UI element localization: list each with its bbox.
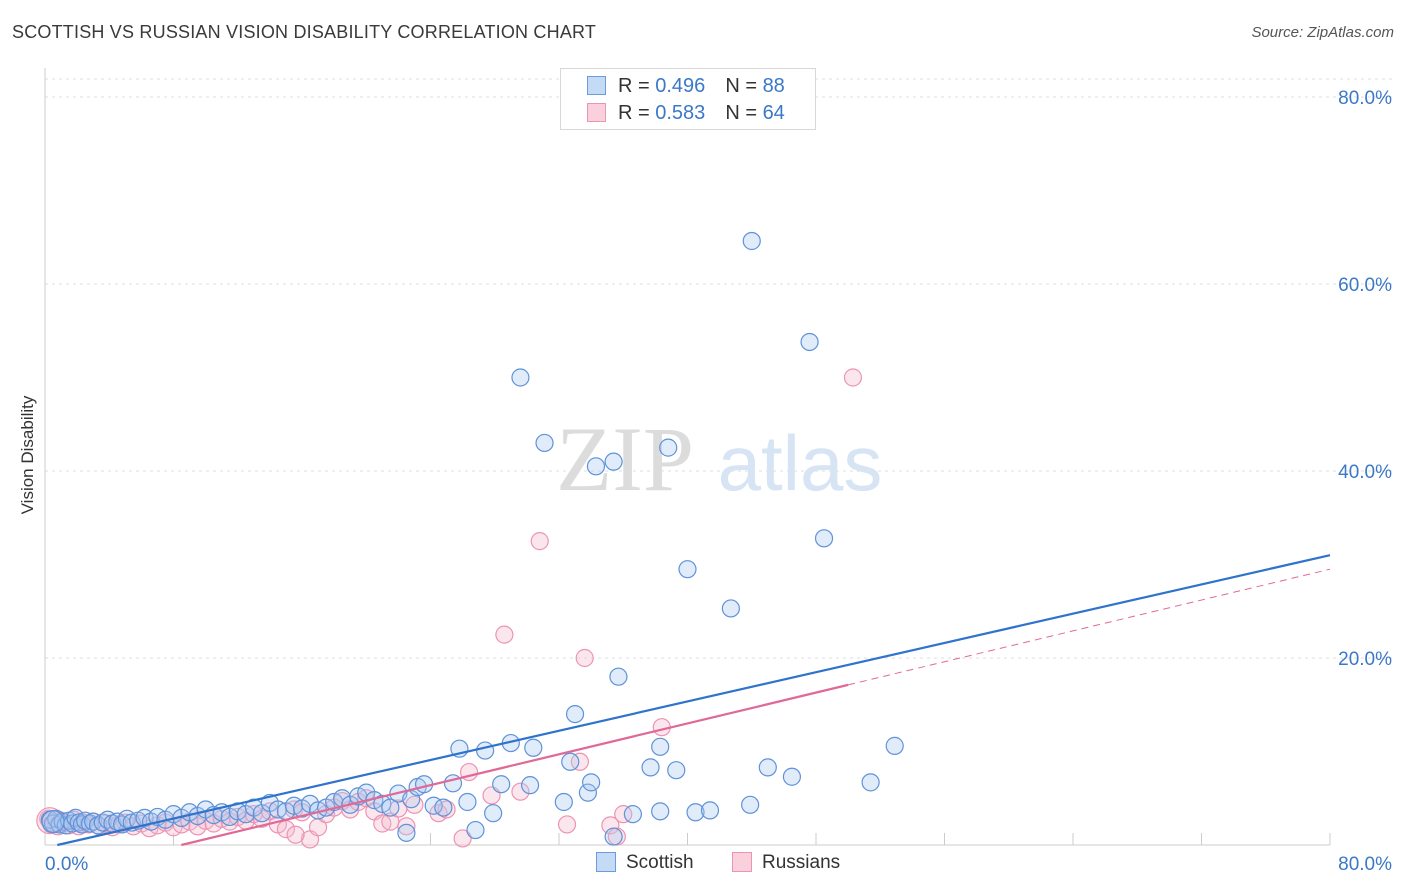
- point-scottish-99: [604, 827, 623, 846]
- point-scottish-71: [524, 738, 543, 757]
- point-scottish-66: [476, 741, 495, 760]
- legend-n-value: 88: [762, 75, 785, 97]
- point-scottish-83: [651, 737, 670, 756]
- point-russians-52: [405, 795, 424, 814]
- watermark-atlas: atlas: [718, 419, 883, 507]
- point-russians-60: [530, 532, 549, 551]
- point-scottish-73: [554, 792, 573, 812]
- gridlines: [45, 78, 1392, 659]
- point-scottish-67: [484, 804, 503, 823]
- point-russians-63: [575, 648, 594, 668]
- trend-line-scottish: [57, 554, 1331, 847]
- legend-r-value: 0.496: [655, 75, 706, 97]
- point-scottish-85: [667, 761, 686, 780]
- tick-labels: 20.0% 40.0% 60.0% 80.0% 0.0% 80.0%: [45, 88, 1392, 875]
- point-scottish-88: [700, 801, 720, 820]
- point-scottish-75: [565, 704, 585, 724]
- legend-r-label: R =: [618, 75, 656, 97]
- point-scottish-76: [578, 783, 598, 802]
- point-russians-58: [495, 625, 514, 644]
- point-scottish-98: [511, 368, 530, 387]
- bottom-legend-swatch-scottish: [596, 852, 616, 872]
- point-scottish-77: [582, 773, 601, 792]
- x-tick-label-0: 0.0%: [45, 854, 88, 875]
- legend-row-scottish: R = 0.496 N = 88: [587, 75, 785, 98]
- legend-r-value: 0.583: [655, 102, 706, 124]
- point-scottish-15: [93, 813, 112, 832]
- trend-lines: [57, 554, 1331, 847]
- y-tick-label-3: 80.0%: [1338, 88, 1392, 109]
- point-russians-66: [614, 805, 633, 824]
- axes: [44, 68, 1331, 846]
- trend-line-russians: [181, 683, 849, 847]
- point-scottish-74: [561, 752, 580, 771]
- point-scottish-96: [861, 773, 880, 792]
- point-russians-61: [557, 815, 577, 834]
- point-scottish-87: [686, 803, 705, 822]
- legend: R = 0.496 N = 88 R = 0.583 N = 64: [560, 68, 816, 130]
- series-scottish: [40, 231, 904, 846]
- point-russians-68: [843, 368, 863, 387]
- y-tick-label-1: 40.0%: [1338, 462, 1392, 483]
- legend-swatch-scottish: [587, 76, 606, 95]
- point-scottish-56: [397, 823, 416, 842]
- point-russians-59: [511, 782, 530, 801]
- point-scottish-81: [623, 805, 642, 824]
- point-scottish-95: [814, 529, 834, 548]
- point-scottish-86: [678, 560, 697, 579]
- point-russians-62: [570, 752, 589, 771]
- point-scottish-54: [381, 798, 400, 817]
- point-scottish-94: [800, 332, 819, 352]
- source-label: Source: ZipAtlas.com: [1251, 24, 1394, 41]
- point-scottish-91: [742, 231, 761, 251]
- legend-n-label: N =: [725, 75, 763, 97]
- legend-row-russians: R = 0.583 N = 64: [587, 102, 785, 125]
- point-scottish-84: [659, 438, 678, 457]
- trend-line-russians-extension: [848, 568, 1331, 686]
- y-tick-label-0: 20.0%: [1338, 649, 1392, 670]
- point-scottish-14: [88, 816, 108, 835]
- point-scottish-92: [758, 758, 777, 777]
- point-scottish-61: [434, 798, 453, 817]
- point-scottish-90: [741, 795, 760, 814]
- point-scottish-100: [651, 802, 670, 821]
- legend-n-value: 64: [762, 102, 785, 124]
- point-russians-64: [601, 816, 620, 835]
- legend-swatch-russians: [587, 103, 606, 122]
- point-scottish-cluster: [41, 810, 65, 834]
- y-axis-label: Vision Disability: [18, 395, 37, 515]
- legend-r-label: R =: [618, 102, 656, 124]
- bottom-legend-russians: Russians: [732, 852, 840, 874]
- point-scottish-79: [604, 452, 623, 471]
- point-russians-69: [286, 825, 305, 844]
- watermark-zip: ZIP: [556, 408, 694, 510]
- bottom-legend-label: Scottish: [626, 852, 694, 873]
- point-scottish-70: [520, 776, 540, 795]
- point-scottish-97: [885, 736, 904, 755]
- bottom-legend-label: Russians: [762, 852, 841, 873]
- bottom-legend-swatch-russians: [732, 852, 752, 872]
- point-scottish-80: [609, 667, 628, 686]
- point-scottish-72: [535, 433, 554, 453]
- point-scottish-64: [458, 792, 477, 812]
- point-scottish-89: [721, 599, 740, 618]
- watermark: ZIP atlas: [556, 408, 882, 510]
- point-scottish-65: [466, 820, 485, 840]
- x-tick-label-1: 80.0%: [1338, 854, 1392, 875]
- point-scottish-82: [641, 758, 660, 777]
- point-scottish-78: [586, 457, 606, 476]
- bottom-legend-scottish: Scottish: [596, 852, 694, 874]
- point-scottish-93: [782, 767, 802, 786]
- legend-n-label: N =: [725, 102, 763, 124]
- chart-title: SCOTTISH VS RUSSIAN VISION DISABILITY CO…: [12, 22, 597, 42]
- point-russians-51: [397, 817, 416, 836]
- point-scottish-68: [492, 775, 511, 794]
- y-tick-label-2: 60.0%: [1338, 275, 1392, 296]
- point-russians-55: [453, 829, 472, 848]
